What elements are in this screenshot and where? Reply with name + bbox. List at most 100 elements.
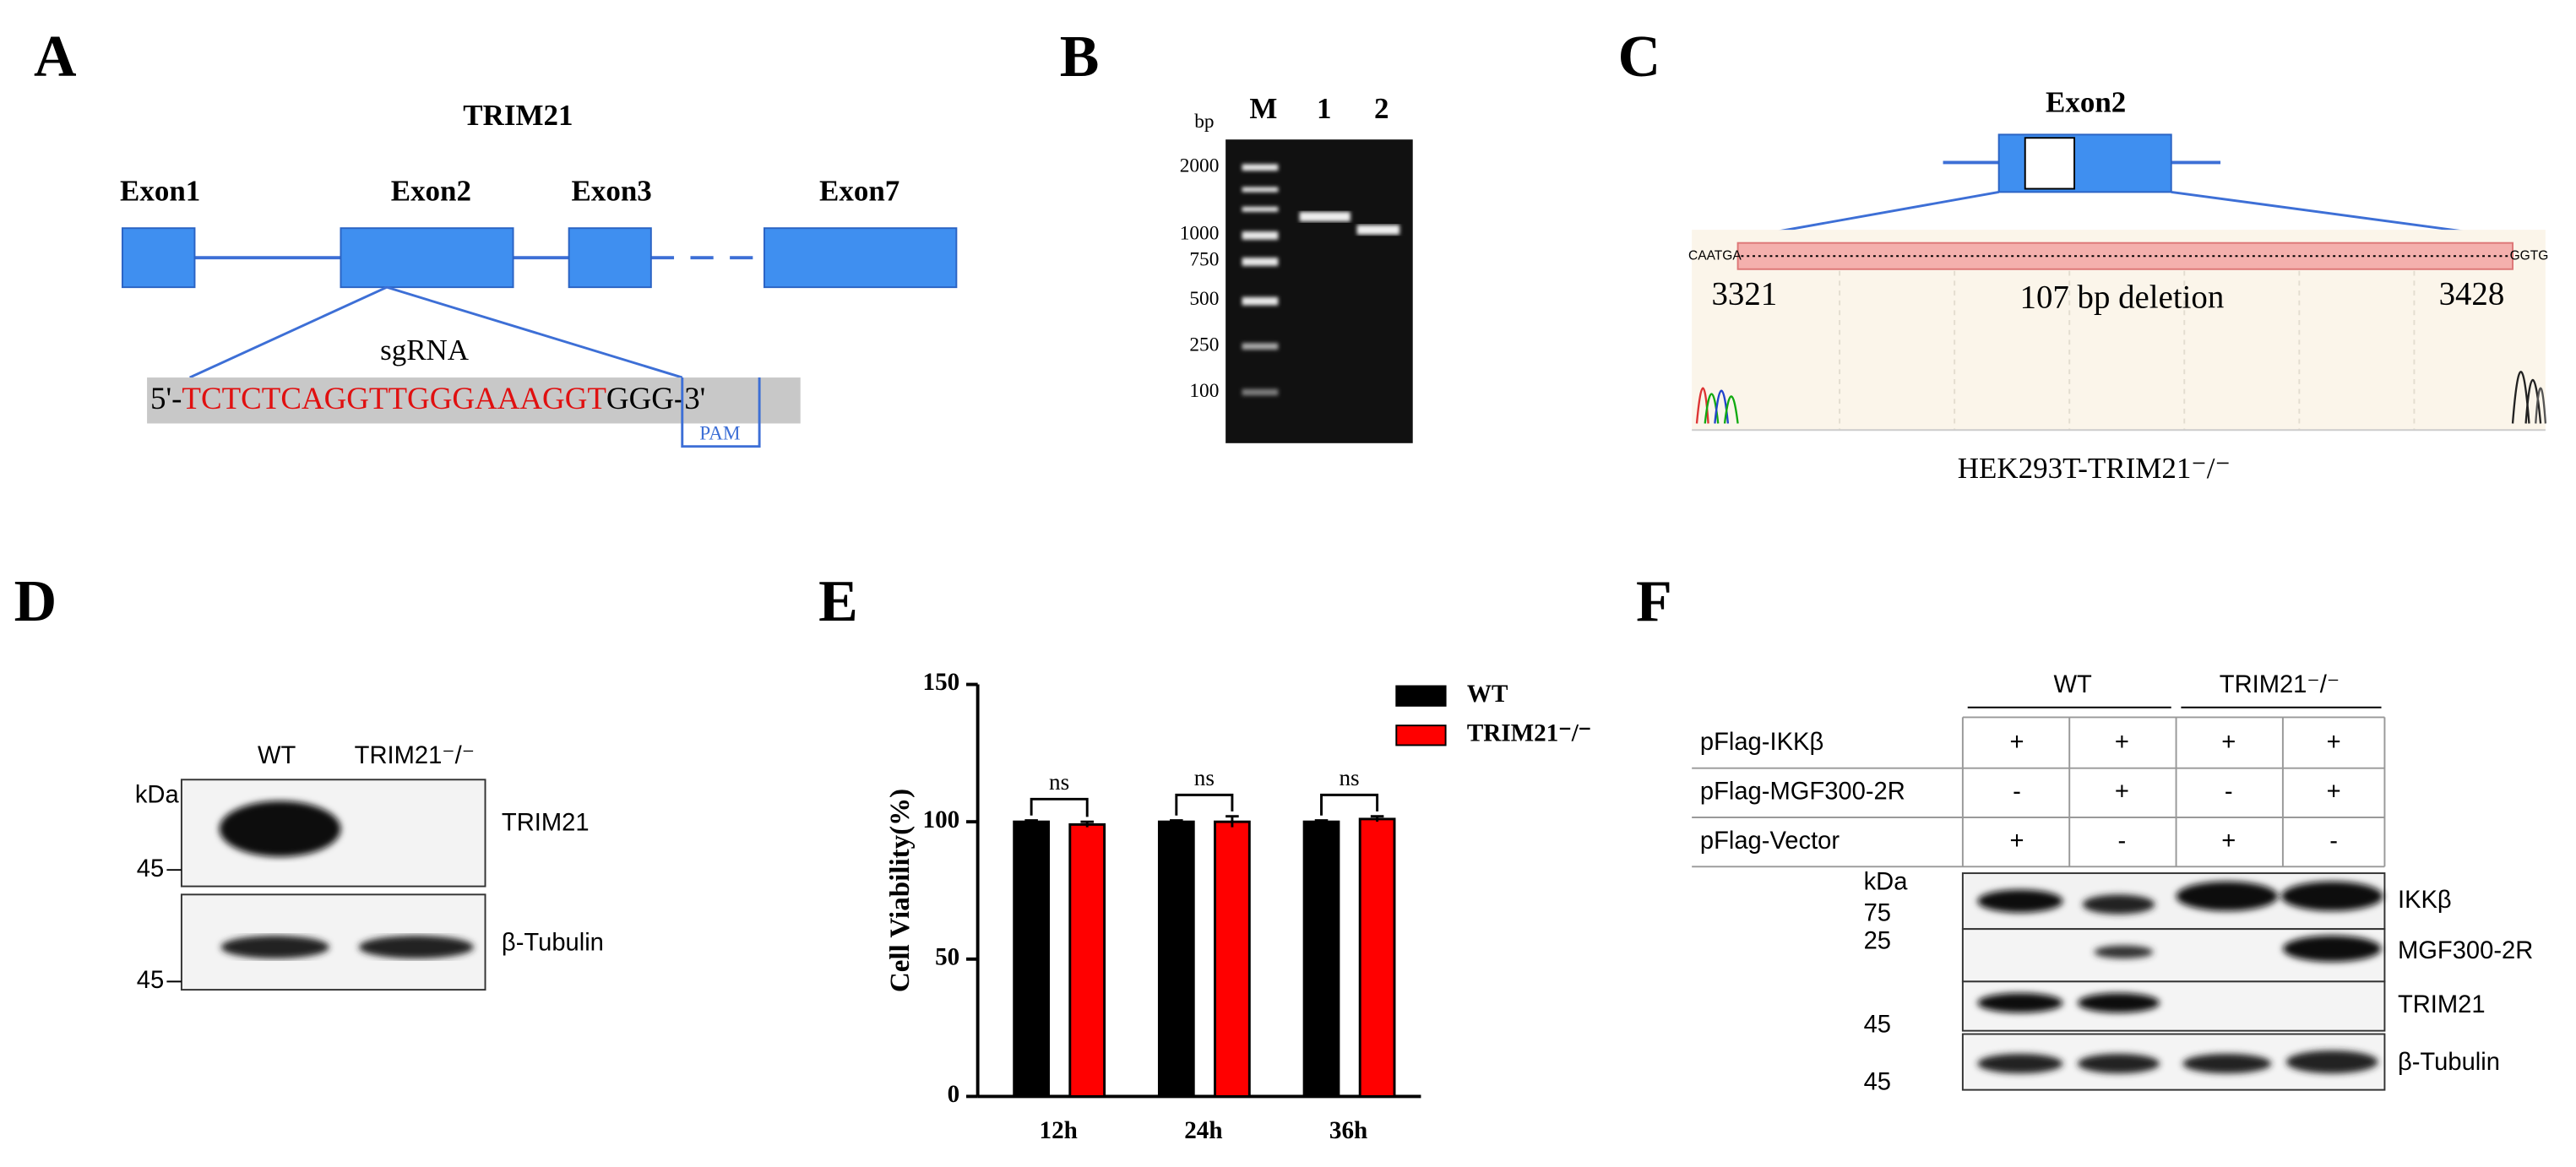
annotation: ns [1339,765,1359,790]
exon-label: Exon7 [819,174,899,207]
sign: - [2118,828,2127,855]
ladder-label: 750 [1189,248,1219,270]
protein-label: β-Tubulin [502,929,604,956]
seq-end: GGG-3' [606,382,705,416]
ladder [1242,164,1279,396]
band [358,935,474,959]
band [219,801,341,857]
seq-start: 5'- [150,382,182,416]
band [220,935,329,959]
position-label: 3428 [2439,276,2505,312]
lane-label: TRIM21⁻/⁻ [355,742,475,769]
band [1299,211,1350,222]
marker-label: 45 [137,855,164,882]
annotation: ns [1194,765,1215,790]
marker-label: 45 [1864,1012,1891,1039]
sign: + [2221,729,2236,756]
ladder-label: 2000 [1180,155,1220,177]
panel-label: D [14,569,57,634]
y-tick-label: 100 [923,806,960,833]
exon-label: Exon2 [391,174,471,207]
marker-label: 75 [1864,899,1891,926]
pam-bracket [681,377,761,448]
sign: - [2225,779,2233,806]
panel-label: F [1636,569,1672,634]
sequence: 5'-TCTCTCAGGTTGGGAAAGGTGGG-3' [150,382,705,416]
bar [1157,820,1195,1098]
sgrna-label: sgRNA [380,334,469,366]
sign: - [2329,828,2338,855]
bar [1068,822,1106,1098]
lane-label: M [1249,92,1277,125]
y-tick-label: 150 [923,669,960,696]
seq-left: CAATGA [1688,248,1742,263]
panel-c: C Exon2 CAATGA GGTG 3321 3428 107 bp del… [1618,24,2549,485]
significance-bracket [1030,797,1089,817]
trace [1695,371,2547,424]
exon-label: Exon1 [120,174,200,207]
marker-label: 45 [137,967,164,994]
error-bar [1170,819,1183,823]
sign: + [2221,828,2236,855]
legend-swatch [1395,685,1447,707]
protein-label: TRIM21 [502,809,590,836]
kda-label: kDa [135,781,180,808]
ladder-label: 100 [1189,380,1219,402]
protein-label: TRIM21 [2398,991,2486,1018]
seq-right: GGTG [2510,248,2549,263]
exon-box [763,227,958,289]
ladder-label: 1000 [1180,222,1220,244]
protein-label: MGF300-2R [2398,937,2533,964]
bar [1302,820,1340,1098]
y-tick-label: 0 [948,1081,960,1108]
marker-label: 25 [1864,927,1891,954]
panel-b: B bp M 1 2 2000 1000 750 500 250 100 [1060,24,1413,443]
x-tick-label: 12h [1040,1117,1078,1144]
exon-box [340,227,514,289]
sign: + [2010,729,2024,756]
deleted-region [2024,137,2076,190]
panel-f: F WT TRIM21⁻/⁻ kDa 75 25 45 45 IKKβ MGF3… [1636,569,2533,1095]
lane-label: 1 [1317,92,1331,125]
zoom-line [386,285,683,379]
bands [1977,881,2383,1074]
exon-box [568,227,652,289]
lane-label: WT [258,742,296,769]
gel [1226,139,1413,443]
caption: HEK293T-TRIM21⁻/⁻ [1958,452,2231,485]
panel-a: A TRIM21 Exon1 Exon2 Exon3 Exon7 sgRNA 5… [34,24,958,448]
y-axis-label: Cell Viability(%) [885,789,916,992]
sign: + [2327,779,2341,806]
annotation: ns [1049,769,1069,795]
table-grid [1692,716,2386,868]
panel-label: E [818,569,858,634]
x-tick-label: 36h [1329,1117,1367,1144]
row-label: pFlag-Vector [1700,828,1840,855]
group-label: TRIM21⁻/⁻ [2220,671,2340,698]
error-bar [1024,819,1038,823]
sign: - [2013,779,2021,806]
row-label: pFlag-IKKβ [1700,729,1823,756]
bar [1358,817,1396,1098]
error-bar [1080,820,1094,828]
sign: + [2010,828,2024,855]
sign: + [2115,729,2129,756]
marker-label: 45 [1864,1069,1891,1096]
panel-d: D WT TRIM21⁻/⁻ kDa 45 45 TRIM21 β-Tubuli… [14,569,604,994]
position-label: 3321 [1712,276,1778,312]
exon-label: Exon2 [2046,85,2126,118]
ladder-label: 250 [1189,334,1219,356]
bar [1013,820,1050,1098]
panel-e: E 0 50 100 150 Cell Viability(%) 12h ns 24h ns 36… [818,569,1591,1144]
legend-label: TRIM21⁻/⁻ [1467,719,1591,746]
bar [1214,820,1251,1098]
deletion-label: 107 bp deletion [2020,280,2225,316]
group-label: WT [2053,671,2092,698]
significance-bracket [1175,793,1234,816]
y-tick-label: 50 [935,943,959,970]
panel-label: C [1618,24,1661,90]
legend-label: WT [1467,681,1508,708]
deletion-box [1736,242,2514,270]
pam-label: PAM [699,422,741,444]
x-tick-label: 24h [1184,1117,1222,1144]
